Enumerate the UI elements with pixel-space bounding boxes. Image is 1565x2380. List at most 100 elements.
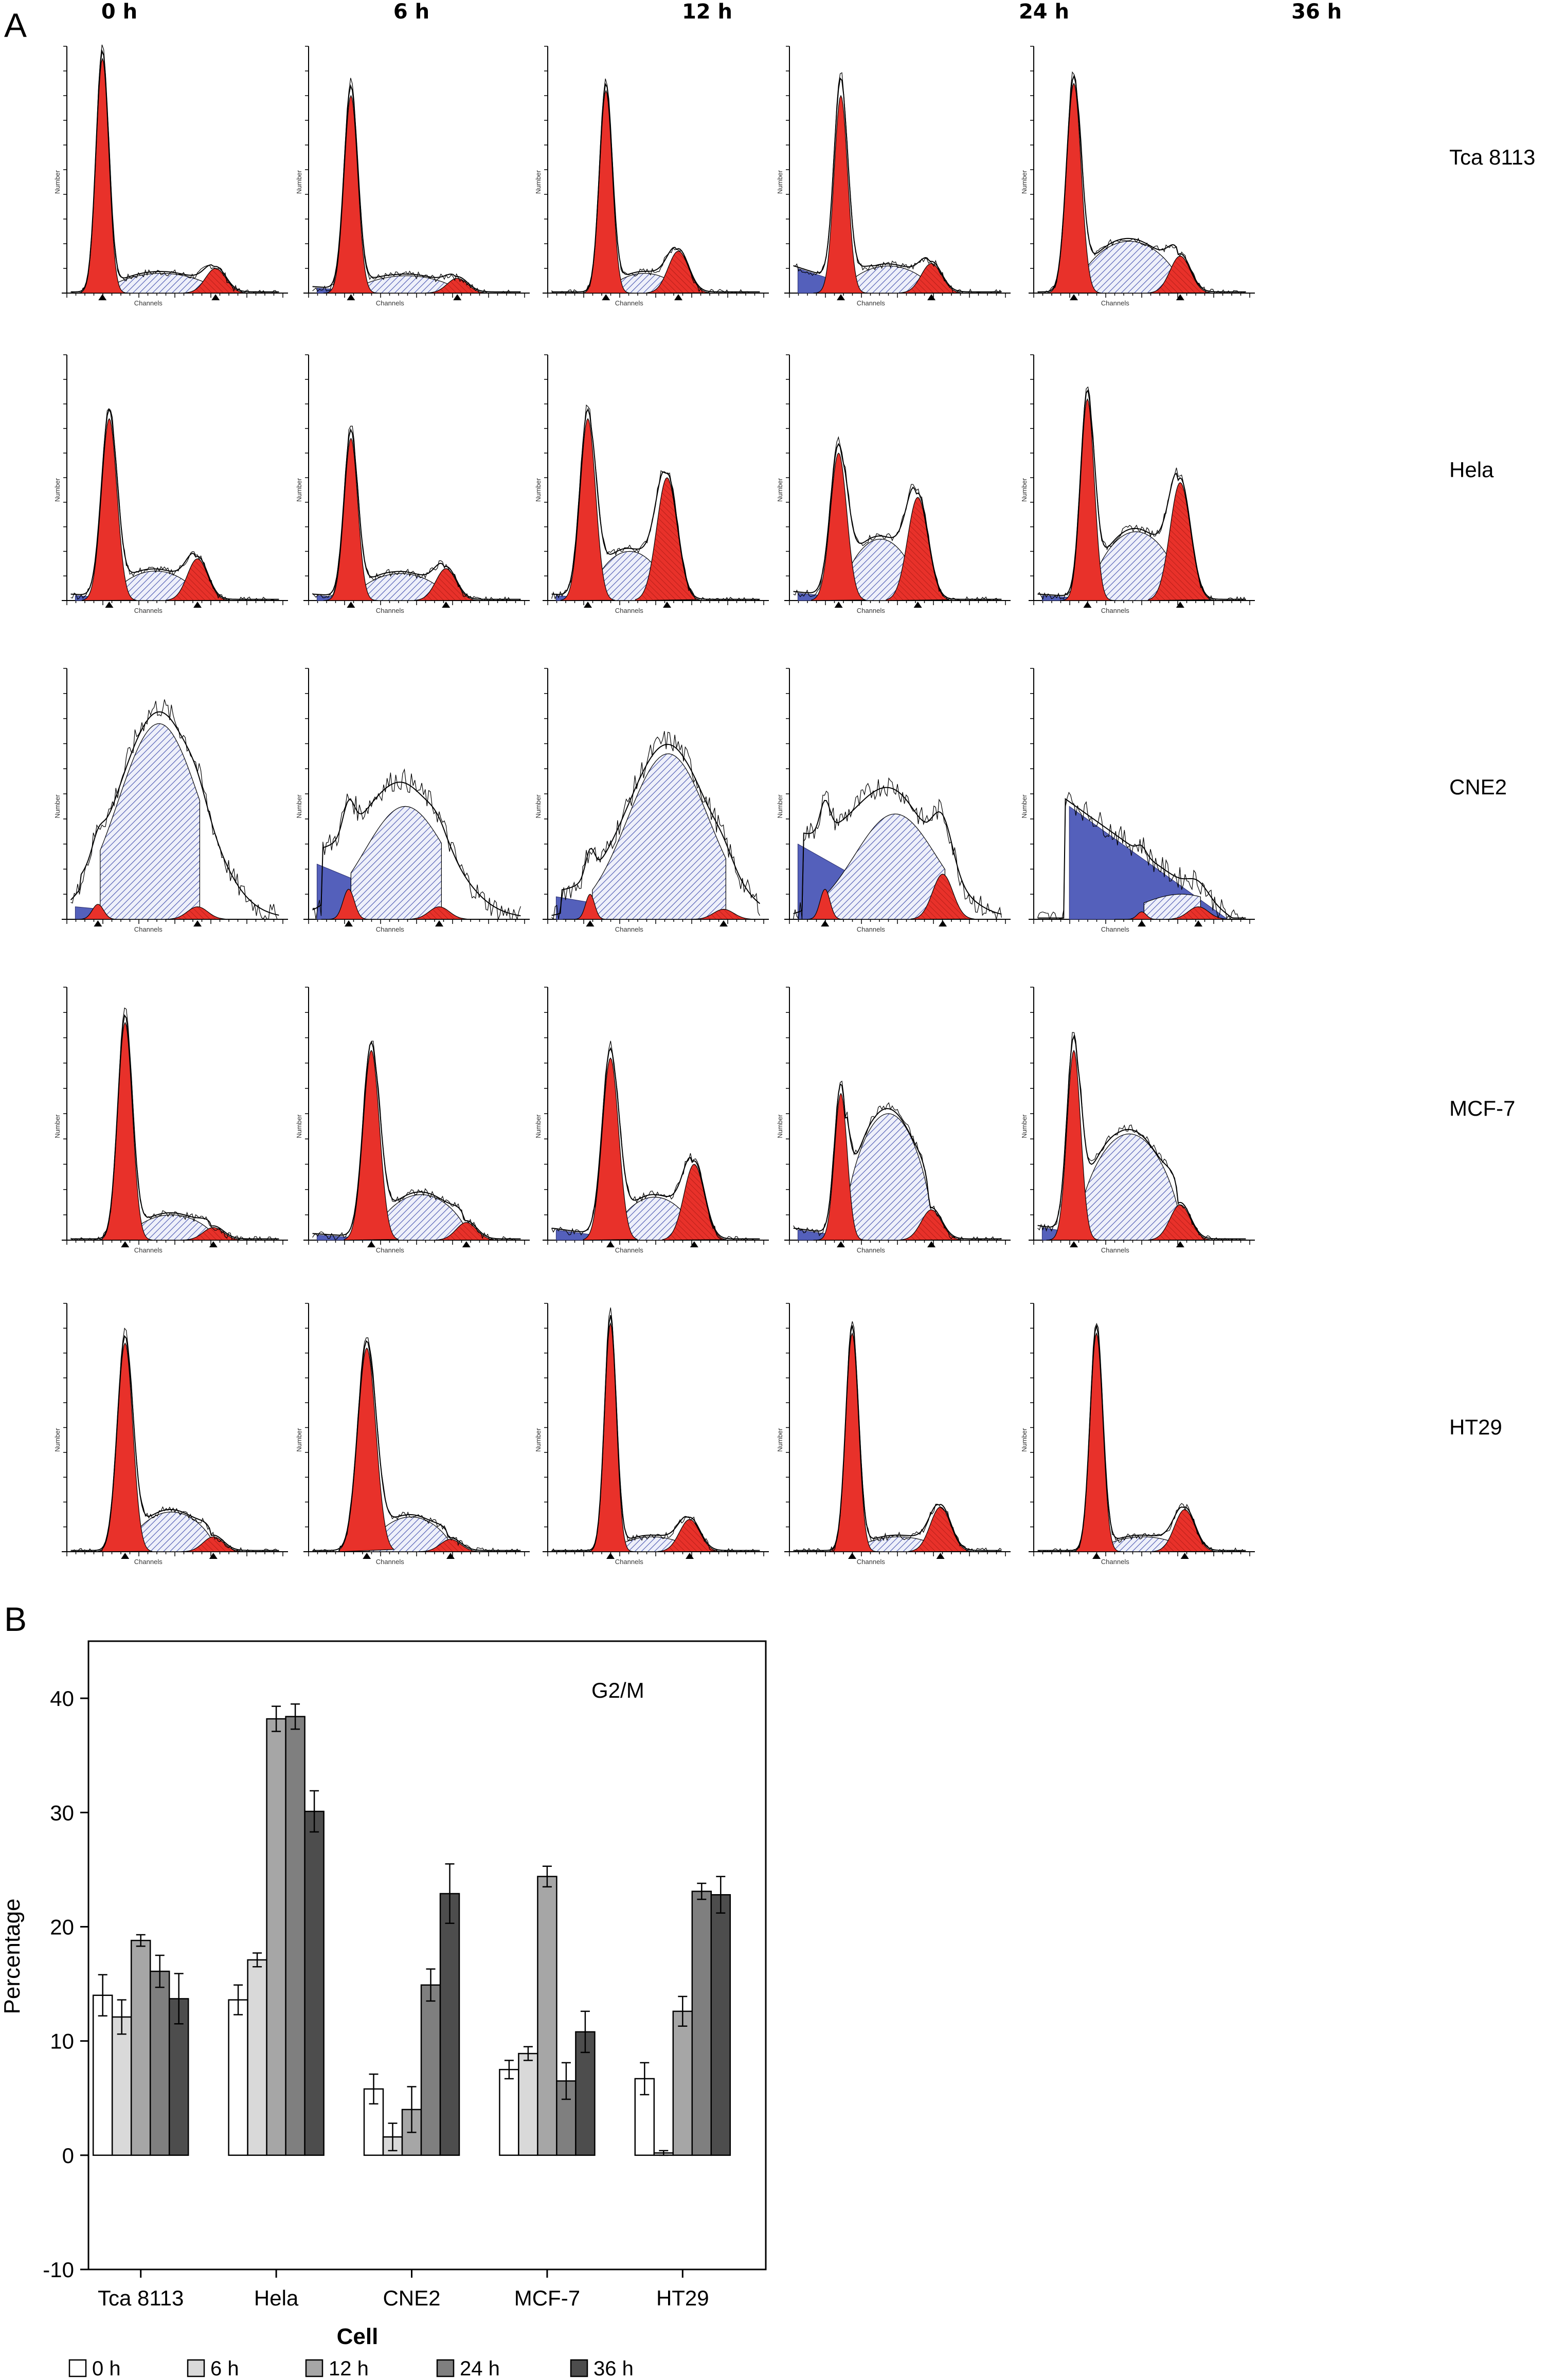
s-phase-area xyxy=(373,1194,469,1241)
g1-peak-area xyxy=(321,888,376,920)
g2-marker xyxy=(1176,294,1184,300)
y-axis-label: Number xyxy=(295,1114,303,1138)
y-axis-label: Number xyxy=(295,1428,303,1452)
time-header-24h: 24 h xyxy=(1019,0,1069,24)
time-point-headers: 0 h 6 h 12 h 24 h 36 h xyxy=(101,0,1342,24)
g2m-peak-area xyxy=(635,477,699,601)
y-axis-label: Number xyxy=(295,794,303,819)
histogram-ht29-36h: Number Channels xyxy=(1020,1303,1255,1566)
g2-marker xyxy=(1176,602,1184,608)
raw-trace xyxy=(1037,791,1246,920)
y-tick-label: 20 xyxy=(50,1915,74,1939)
g1-marker xyxy=(584,602,592,608)
y-axis-label: Percentage xyxy=(0,1898,25,2014)
raw-trace xyxy=(793,777,1002,920)
fit-curve xyxy=(312,84,521,293)
raw-trace xyxy=(1037,71,1246,294)
bar-hela-6h xyxy=(247,1959,267,2156)
s-phase-area xyxy=(592,753,726,920)
time-header-0h: 0 h xyxy=(101,0,137,24)
legend-label: 24 h xyxy=(460,2357,500,2380)
bar-hela-24h xyxy=(285,1716,305,2156)
g2-marker xyxy=(442,602,451,608)
raw-trace xyxy=(312,768,521,921)
fit-curve xyxy=(551,743,761,916)
x-axis-label: Channels xyxy=(134,1246,163,1254)
g2m-peak-area xyxy=(657,1519,722,1552)
histogram-grid: Number Channels Number Channels Number Channe… xyxy=(53,44,1255,1566)
y-axis-label: Number xyxy=(1020,794,1028,819)
raw-trace xyxy=(1037,1032,1246,1241)
g1-peak-area xyxy=(344,1049,399,1241)
g2m-peak-area xyxy=(899,1209,963,1241)
x-tick-label: Tca 8113 xyxy=(98,2286,184,2310)
g1-peak-area xyxy=(323,438,379,601)
cell-line-label-hela: Hela xyxy=(1449,458,1494,482)
legend-label: 6 h xyxy=(210,2357,239,2380)
bar-tca-8113-12h xyxy=(130,1939,151,2156)
g2-marker xyxy=(719,920,728,926)
x-axis-label: Channels xyxy=(1101,299,1129,307)
bar-tca-8113-6h xyxy=(111,2016,132,2156)
histogram-tca-8113-6h: Number Channels xyxy=(295,46,530,307)
y-axis-label: Number xyxy=(1020,1428,1028,1452)
bars xyxy=(92,1703,731,2156)
histogram-tca-8113-36h: Number Channels xyxy=(1020,46,1255,307)
histogram-cne2-36h: Number Channels xyxy=(1020,668,1255,933)
y-axis-label: Number xyxy=(776,1428,784,1452)
g2-marker xyxy=(686,1553,694,1559)
s-phase-area xyxy=(100,723,200,920)
g1-marker xyxy=(834,602,843,608)
legend-label: 12 h xyxy=(329,2357,369,2380)
bar-ht29-36h xyxy=(710,1894,731,2156)
g1-peak-area xyxy=(583,1322,638,1552)
y-axis-label: Number xyxy=(53,478,61,502)
x-axis-label: Channels xyxy=(134,607,163,614)
g1-marker xyxy=(837,1241,845,1247)
g2-marker xyxy=(1180,1553,1189,1559)
histogram-mcf-7-12h: Number Channels xyxy=(534,987,769,1254)
y-axis-label: Number xyxy=(1020,170,1028,194)
raw-trace xyxy=(793,1321,1002,1553)
y-axis-label: Number xyxy=(534,794,542,819)
x-axis-label: Channels xyxy=(615,1246,643,1254)
g2-marker xyxy=(927,294,936,300)
g2m-peak-area xyxy=(407,906,471,920)
s-phase-area xyxy=(827,813,945,920)
x-axis-label: Channels xyxy=(857,299,885,307)
legend-label: 36 h xyxy=(593,2357,634,2380)
fit-curve xyxy=(793,77,1002,293)
g2m-peak-area xyxy=(418,1539,482,1552)
raw-trace xyxy=(551,731,760,920)
x-axis-label: Channels xyxy=(857,1246,885,1254)
fit-curve xyxy=(1037,389,1246,600)
g2m-peak-area xyxy=(899,263,963,294)
legend-swatch xyxy=(570,2359,588,2377)
raw-trace xyxy=(70,44,279,294)
raw-trace xyxy=(793,1080,1002,1241)
g2-marker xyxy=(1176,1241,1184,1247)
x-axis-label: Channels xyxy=(376,925,404,933)
g1-marker xyxy=(1083,602,1092,608)
bar-hela-0h xyxy=(228,1999,248,2156)
y-tick-label: 10 xyxy=(50,2029,74,2054)
raw-trace xyxy=(312,1337,521,1552)
g1-peak-area xyxy=(82,418,137,601)
g1-marker xyxy=(602,294,610,300)
x-axis-label: Channels xyxy=(134,299,163,307)
histogram-ht29-24h: Number Channels xyxy=(776,1303,1011,1566)
g1-peak-area xyxy=(563,894,618,920)
histogram-ht29-12h: Number Channels xyxy=(534,1303,769,1566)
g1-marker xyxy=(363,1553,371,1559)
g1-marker xyxy=(606,1553,615,1559)
y-axis-label: Number xyxy=(776,170,784,194)
histogram-mcf-7-0h: Number Channels xyxy=(53,987,288,1254)
g2-marker xyxy=(690,1241,698,1247)
y-axis-label: Number xyxy=(776,1114,784,1138)
g2-marker xyxy=(462,1241,471,1247)
bar-hela-36h xyxy=(304,1810,325,2156)
histogram-hela-0h: Number Channels xyxy=(53,354,288,614)
y-axis-label: Number xyxy=(534,1114,542,1138)
g2-marker xyxy=(435,920,443,926)
x-axis-label: Channels xyxy=(1101,1558,1129,1566)
